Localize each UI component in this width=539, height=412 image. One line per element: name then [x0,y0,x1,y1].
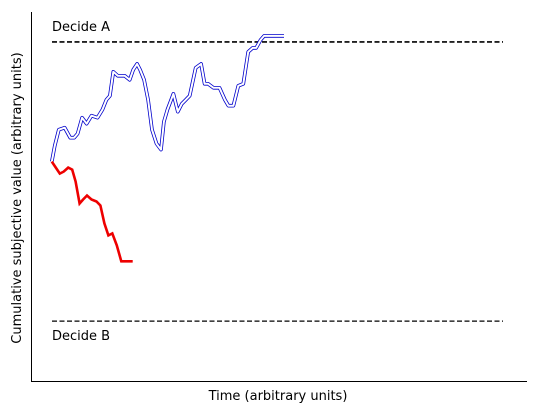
threshold-label-b: Decide B [52,329,110,344]
y-axis-label: Cumulative subjective value (arbitrary u… [10,52,25,343]
axes [31,12,527,382]
threshold-lines: Decide A Decide B [52,20,503,344]
series-line-path [50,160,133,263]
threshold-label-a: Decide A [52,20,110,35]
series-layer [50,34,284,263]
series-line-2 [50,160,133,263]
series-line-outline [50,34,284,162]
series-line-1 [50,34,284,162]
series-line-core [50,34,284,162]
x-axis-label: Time (arbitrary units) [208,389,348,404]
